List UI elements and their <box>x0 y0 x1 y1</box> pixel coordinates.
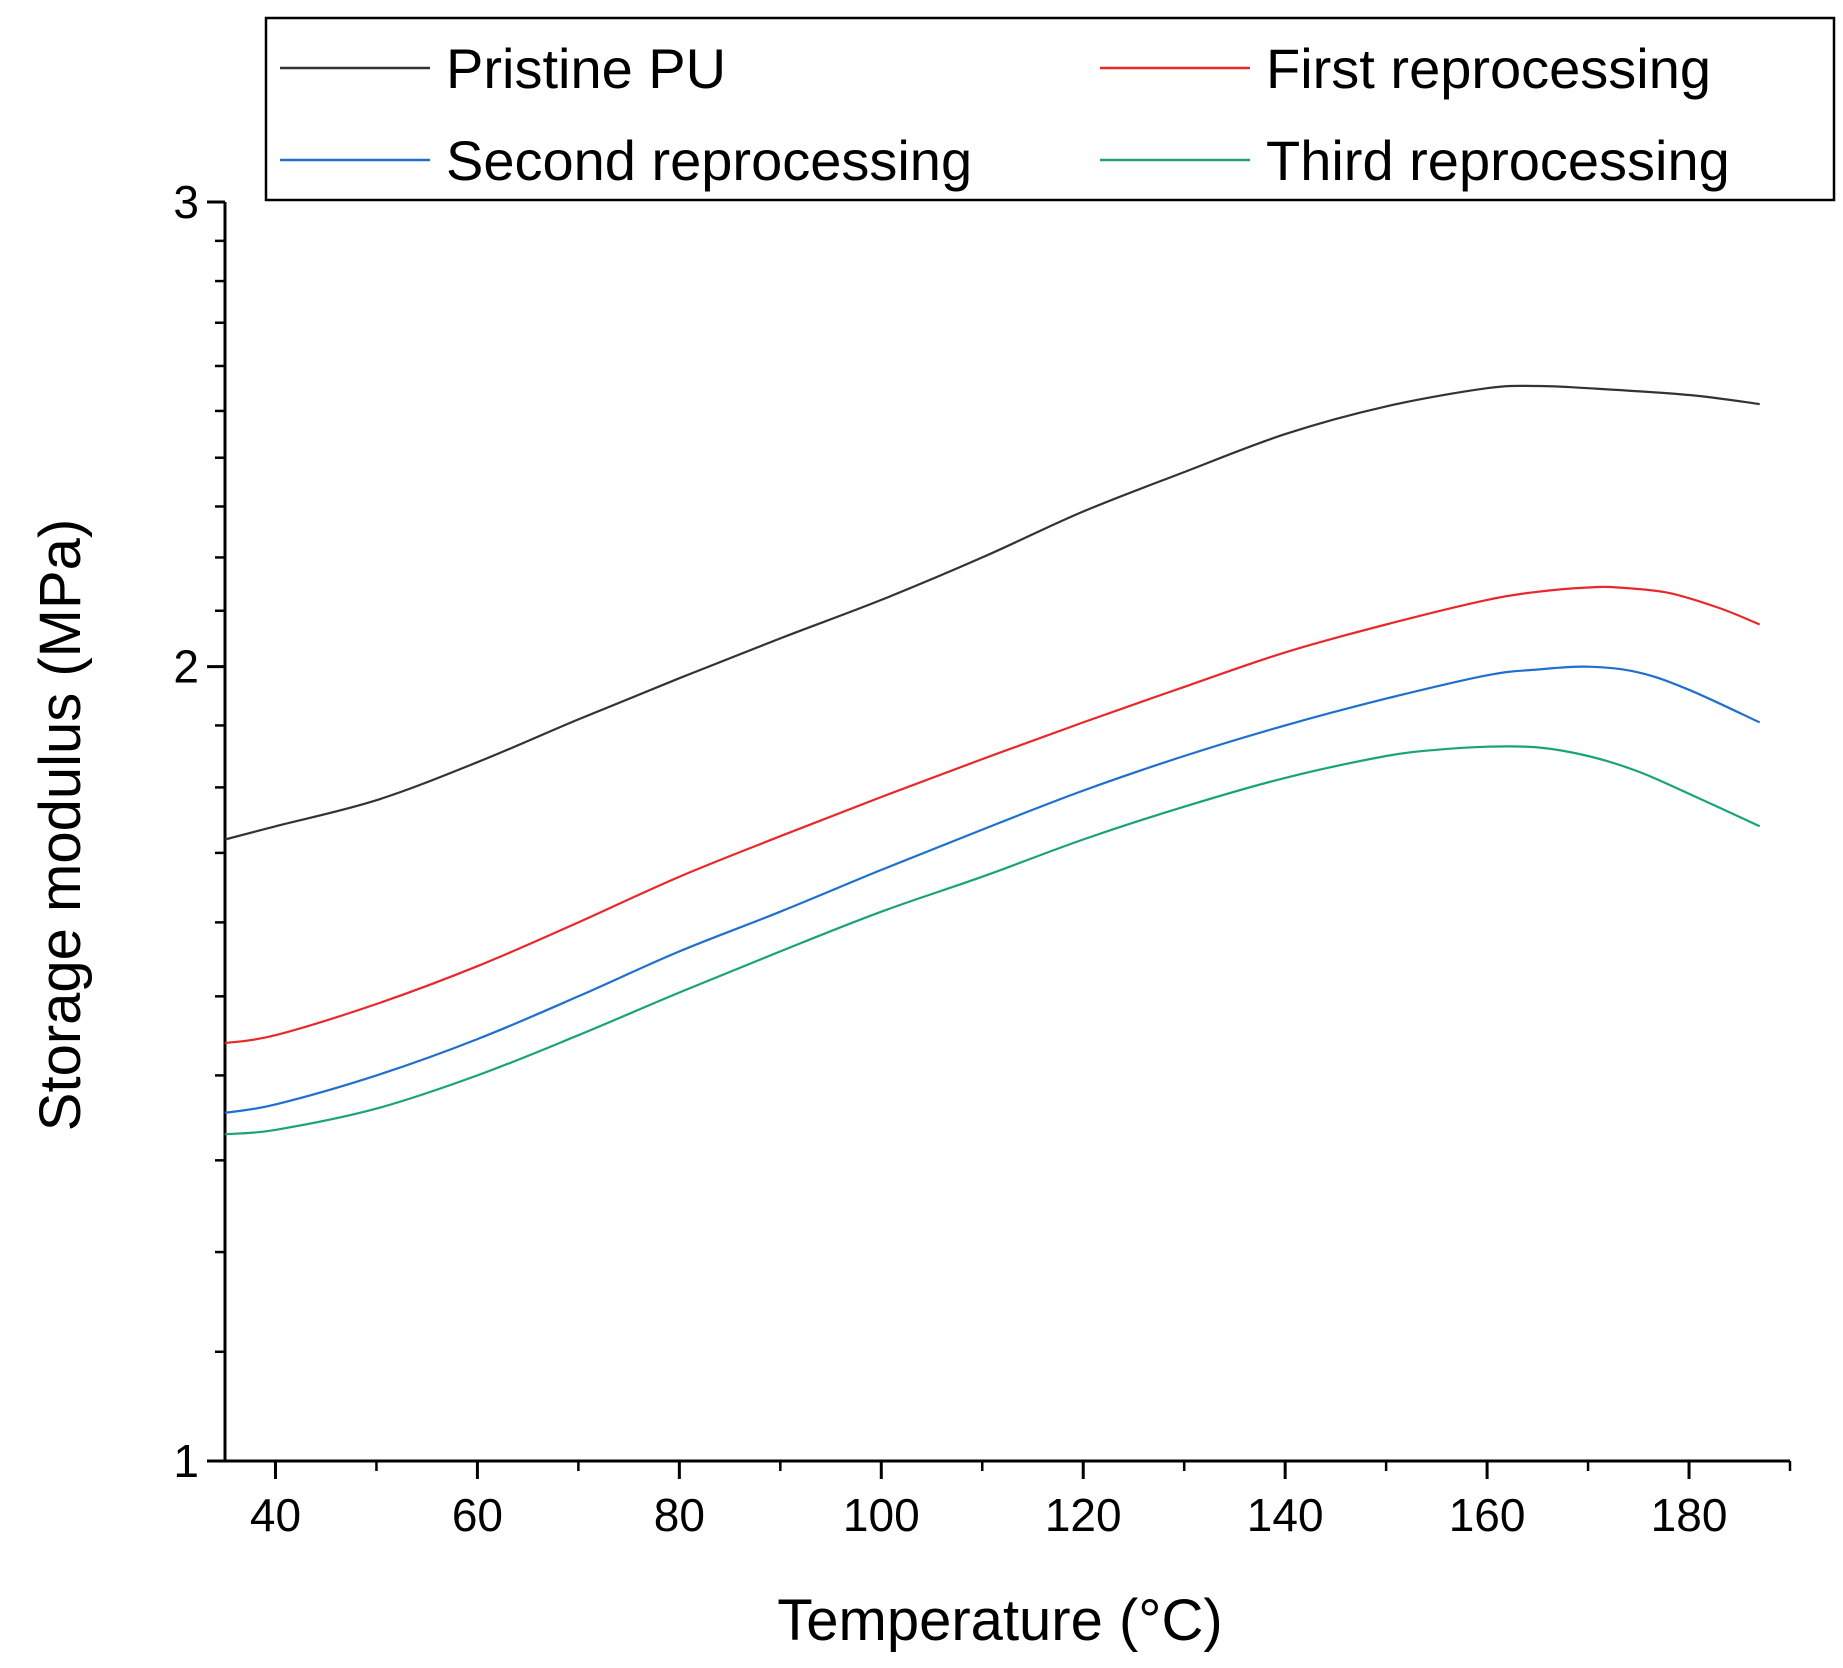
x-axis: 40 60 80 100 120 140 160 180 <box>250 1461 1792 1541</box>
legend-item-first-reprocessing: First reprocessing <box>1100 37 1711 100</box>
series-layer <box>224 384 1761 1136</box>
legend-label: Pristine PU <box>446 37 726 100</box>
legend-label: First reprocessing <box>1266 37 1711 100</box>
legend-item-third-reprocessing: Third reprocessing <box>1100 129 1730 192</box>
legend-label: Third reprocessing <box>1266 129 1730 192</box>
series-line-pristine-pu <box>224 384 1760 841</box>
legend-box <box>264 16 1836 202</box>
series-line-second-reprocessing <box>224 665 1761 1114</box>
x-tick-label: 80 <box>654 1489 705 1541</box>
legend: Pristine PU First reprocessing Second repr… <box>264 16 1836 202</box>
plot-area <box>223 202 1790 1463</box>
y-tick-label: 2 <box>173 641 199 693</box>
y-axis: 1 2 3 <box>173 176 225 1487</box>
y-axis-title: Storage modulus (MPa) <box>28 519 93 1131</box>
y-tick-label: 1 <box>173 1435 199 1487</box>
x-tick-label: 40 <box>250 1489 301 1541</box>
x-tick-label: 160 <box>1449 1489 1526 1541</box>
legend-item-second-reprocessing: Second reprocessing <box>280 129 972 192</box>
series-line-first-reprocessing <box>224 585 1761 1045</box>
x-tick-label: 140 <box>1247 1489 1324 1541</box>
series-line-third-reprocessing <box>224 745 1761 1136</box>
x-tick-label: 180 <box>1651 1489 1728 1541</box>
y-tick-label: 3 <box>173 176 199 228</box>
legend-item-pristine-pu: Pristine PU <box>280 37 726 100</box>
x-axis-title: Temperature (°C) <box>777 1588 1222 1653</box>
x-tick-label: 60 <box>452 1489 503 1541</box>
x-tick-label: 100 <box>843 1489 920 1541</box>
legend-label: Second reprocessing <box>446 129 972 192</box>
x-tick-label: 120 <box>1045 1489 1122 1541</box>
